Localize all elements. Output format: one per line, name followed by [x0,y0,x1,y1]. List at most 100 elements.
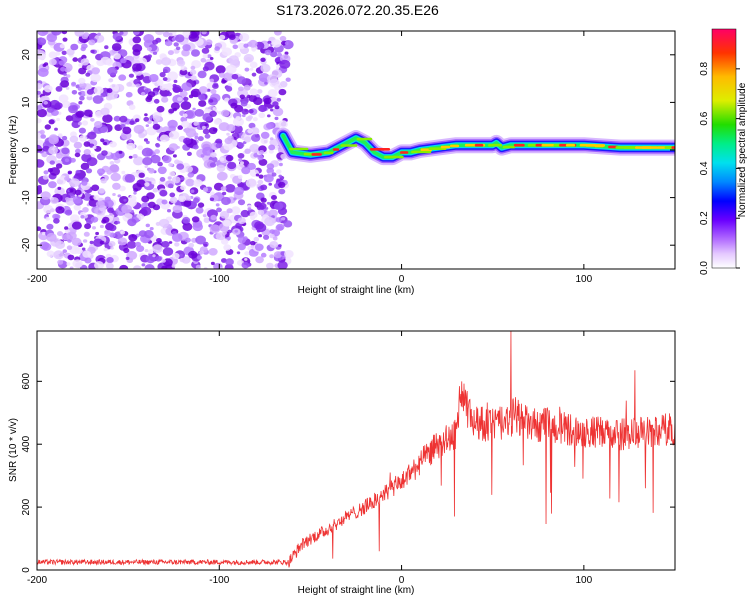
noise-blob [129,195,137,202]
noise-blob [183,67,188,70]
noise-blob [108,78,114,83]
noise-blob [208,99,214,103]
noise-blob [235,116,241,121]
noise-blob [247,204,252,209]
noise-blob [269,137,274,141]
noise-blob [269,241,279,249]
noise-blob [201,125,206,130]
noise-blob [118,74,127,81]
noise-blob [264,81,268,85]
snr-x-tick-label: 100 [576,575,593,586]
noise-blob [264,49,272,56]
noise-blob [128,139,132,142]
noise-blob [185,165,193,173]
noise-blob [182,101,189,106]
noise-blob [191,216,200,223]
noise-blob [71,120,81,129]
noise-blob [108,164,120,174]
noise-blob [72,57,78,62]
noise-blob [213,118,222,125]
noise-blob [83,149,91,155]
noise-blob [132,63,142,72]
noise-blob [108,241,116,247]
noise-blob [209,224,221,234]
chart-title: S173.2026.072.20.35.E26 [276,2,439,18]
noise-blob [168,241,173,244]
noise-blob [244,251,250,256]
noise-blob [279,35,287,42]
noise-blob [204,133,211,139]
noise-blob [215,65,226,74]
snr-x-tick-label: -200 [27,575,47,586]
noise-blob [71,105,78,111]
noise-blob [135,241,141,247]
noise-blob [216,207,222,213]
noise-blob [226,208,233,214]
noise-blob [80,58,90,66]
noise-blob [210,152,217,158]
noise-blob [69,135,79,143]
noise-blob [48,51,58,59]
noise-blob [254,243,264,251]
noise-blob [69,178,80,188]
noise-blob [221,238,229,245]
noise-blob [88,39,96,46]
noise-blob [155,255,162,262]
noise-blob [97,32,101,36]
noise-blob [221,196,231,206]
noise-blob [49,58,57,66]
noise-blob [162,155,172,164]
noise-blob [255,256,264,264]
noise-blob [172,252,180,260]
noise-blob [179,253,183,257]
noise-blob [236,76,247,85]
noise-blob [178,195,186,202]
noise-blob [106,88,113,94]
noise-blob [152,204,161,211]
noise-blob [152,115,161,122]
noise-blob [177,125,183,130]
noise-blob [161,265,168,269]
noise-blob [67,170,73,175]
noise-blob [71,81,77,86]
snr-frame [36,330,676,571]
noise-blob [56,177,67,185]
noise-blob [90,216,99,223]
noise-blob [188,242,195,248]
noise-blob [71,221,82,230]
noise-blob [78,67,87,75]
colorbar-tick-label: 0.8 [699,61,710,75]
noise-blob [39,241,50,250]
noise-blob [51,31,62,36]
noise-blob [91,184,100,192]
noise-blob [82,207,89,213]
noise-blob [62,249,68,254]
noise-blob [252,117,258,122]
noise-blob [257,202,267,210]
noise-blob [190,31,200,37]
noise-blob [218,122,230,132]
noise-blob [271,195,277,200]
noise-blob [192,107,196,111]
noise-blob [283,220,293,228]
noise-blob [141,263,146,267]
noise-blob [245,104,251,109]
noise-blob [181,256,191,264]
noise-blob [167,119,178,129]
noise-blob [84,223,92,230]
noise-blob [100,178,107,184]
noise-blob [183,137,191,145]
noise-blob [72,259,83,269]
noise-blob [37,118,42,124]
noise-blob [57,231,63,237]
noise-blob [219,34,226,40]
noise-blob [79,96,85,101]
noise-blob [202,146,214,156]
noise-blob [236,251,241,255]
noise-blob [37,67,49,77]
noise-blob [258,104,267,113]
noise-blob [209,110,217,117]
noise-blob [85,168,93,174]
noise-blob [245,178,257,188]
